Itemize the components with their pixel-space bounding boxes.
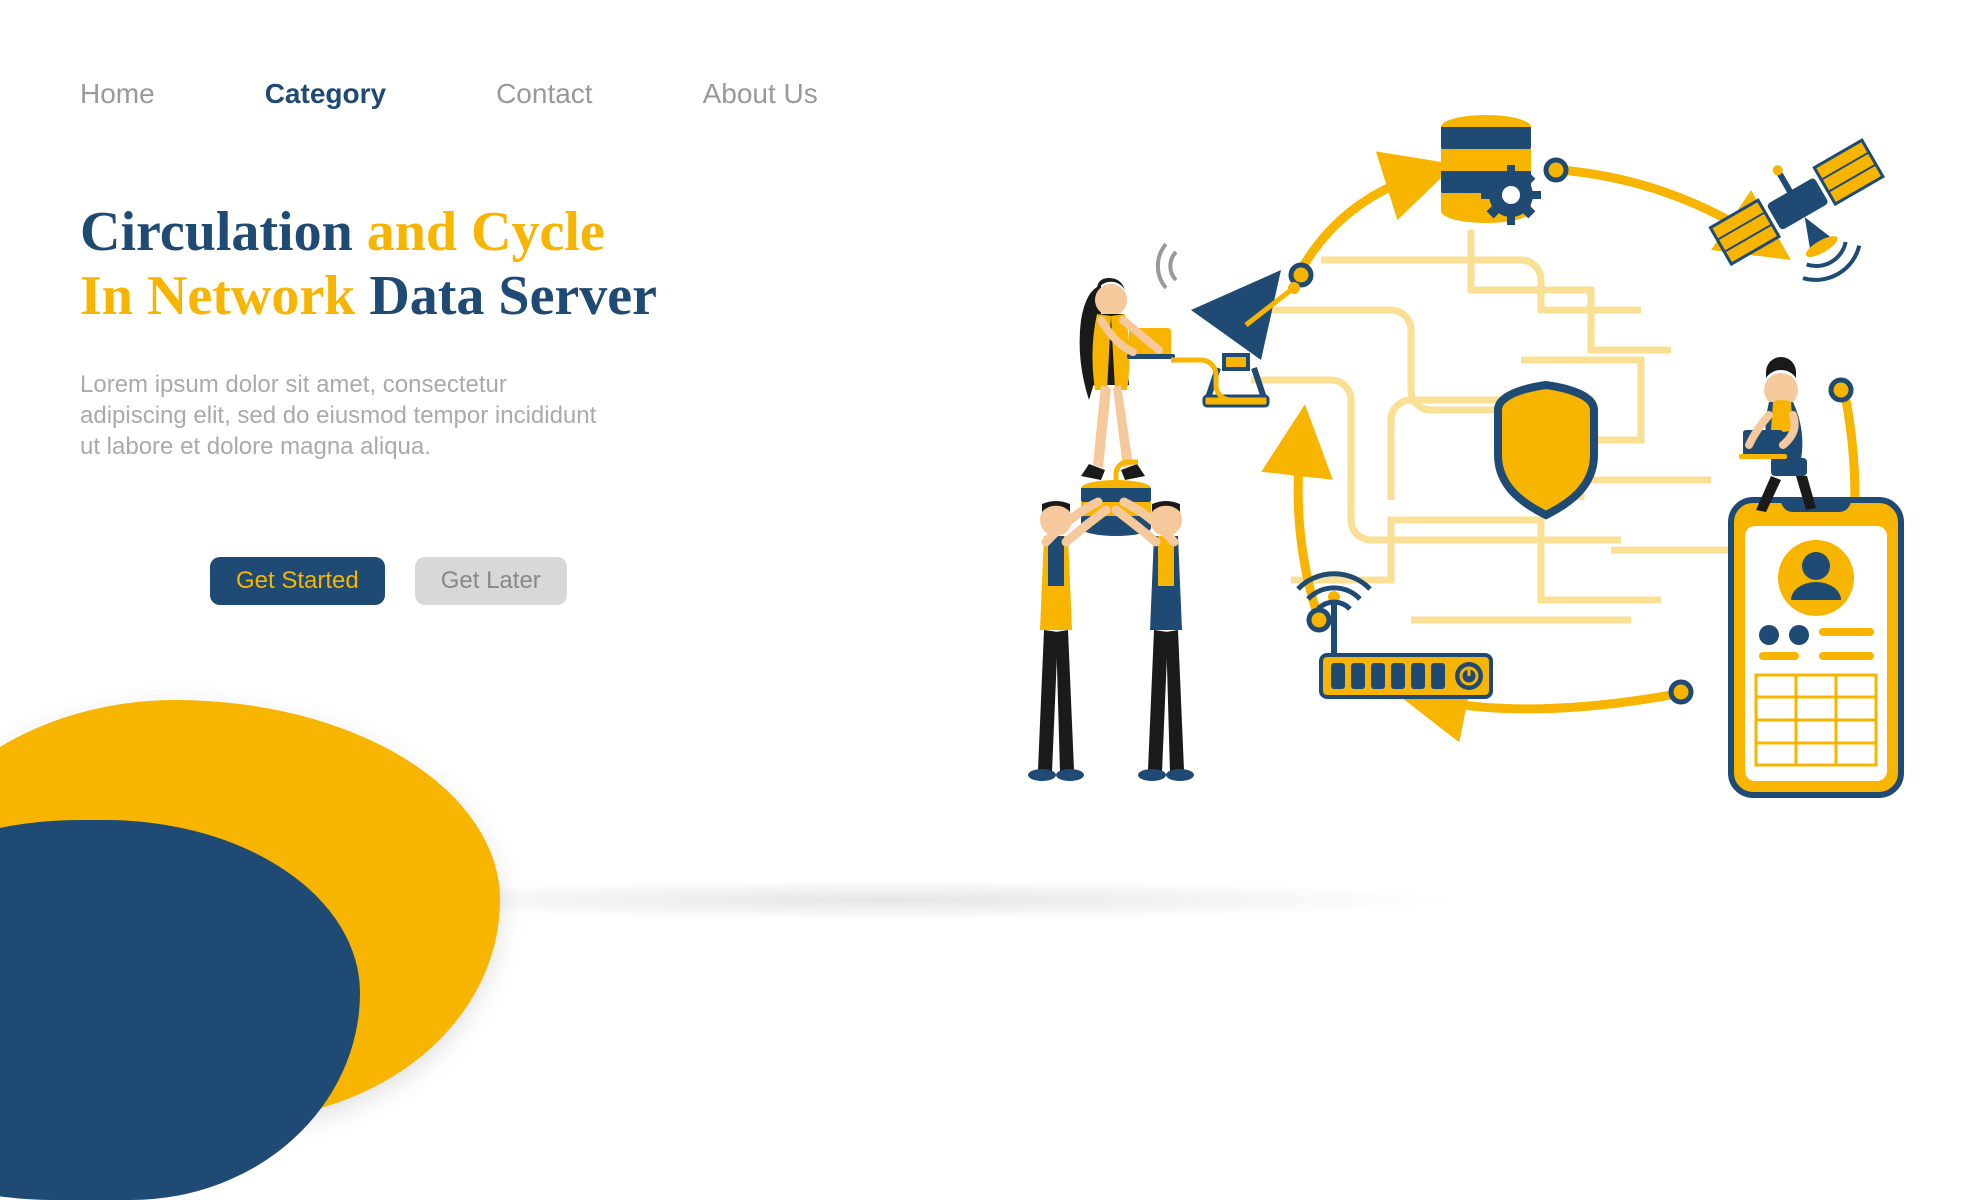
title-part-2: and Cycle	[367, 201, 605, 263]
nav-home[interactable]: Home	[80, 78, 155, 110]
satellite-icon	[1700, 122, 1914, 318]
page-title: Circulation and Cycle In Network Data Se…	[80, 200, 800, 329]
woman-standing-icon	[1080, 278, 1175, 480]
title-part-4: Data Server	[369, 265, 657, 327]
router-icon	[1298, 574, 1491, 697]
cta-buttons: Get Started Get Later	[210, 557, 800, 605]
title-part-3: In Network	[80, 265, 369, 327]
nav-contact[interactable]: Contact	[496, 78, 593, 110]
person-sitting-icon	[1739, 357, 1816, 512]
man-right-icon	[1116, 501, 1194, 781]
nav-category[interactable]: Category	[265, 78, 386, 110]
shield-icon	[1498, 385, 1594, 515]
title-part-1: Circulation	[80, 201, 367, 263]
hero-section: Circulation and Cycle In Network Data Se…	[80, 200, 800, 605]
hero-illustration	[971, 80, 1921, 900]
get-started-button[interactable]: Get Started	[210, 557, 385, 605]
get-later-button[interactable]: Get Later	[415, 557, 567, 605]
man-left-icon	[1028, 501, 1106, 781]
hero-subtitle: Lorem ipsum dolor sit amet, consectetur …	[80, 369, 600, 463]
mobile-phone-icon	[1731, 500, 1901, 795]
nav-about[interactable]: About Us	[703, 78, 818, 110]
database-icon	[1441, 115, 1541, 225]
